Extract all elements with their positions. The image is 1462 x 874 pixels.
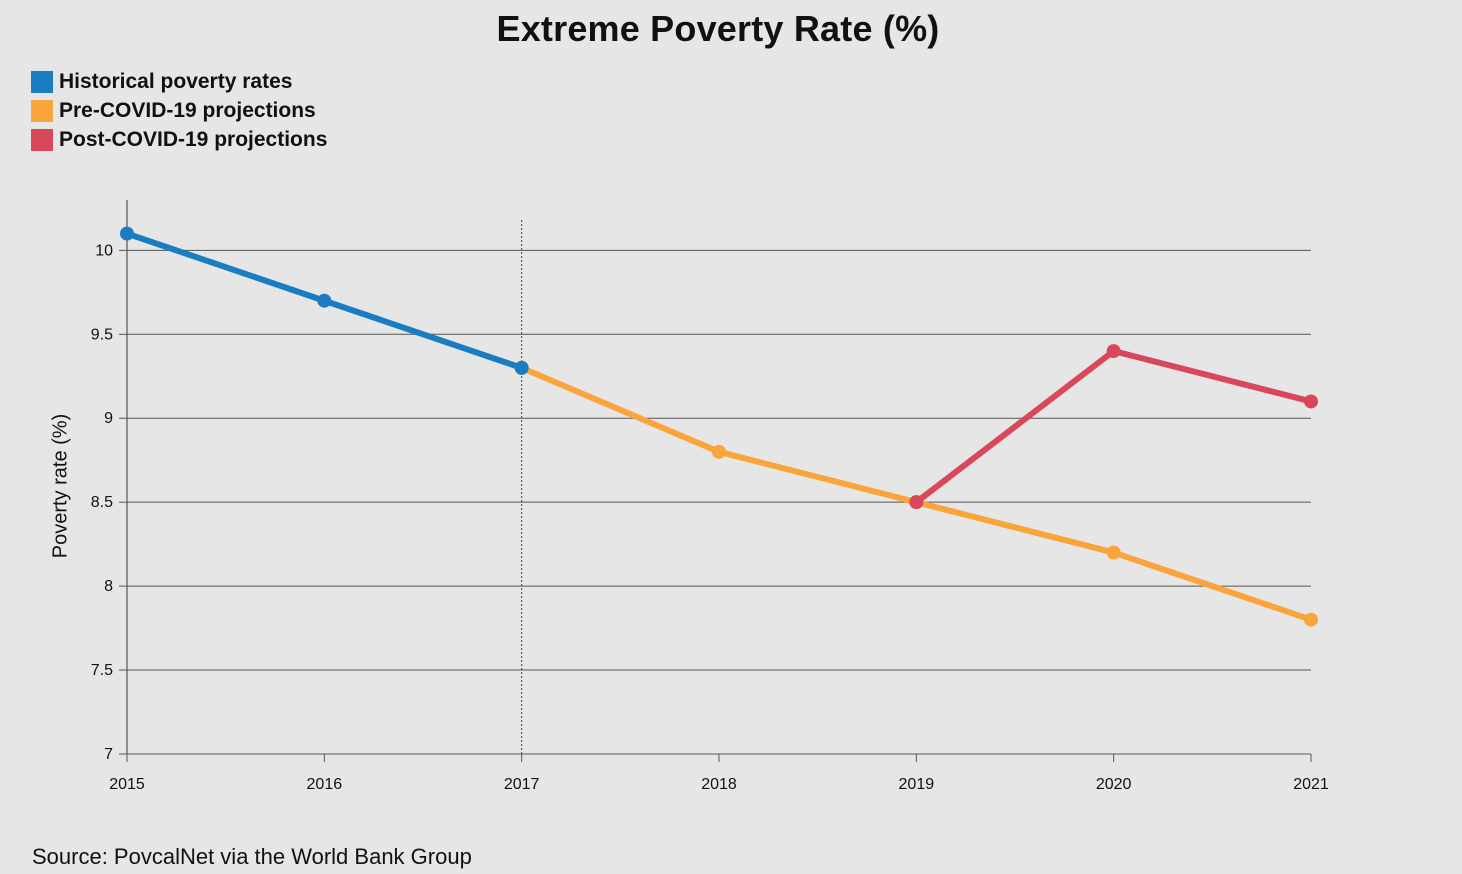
y-tick-label: 8 xyxy=(104,578,113,595)
x-tick-label: 2021 xyxy=(1293,776,1329,793)
data-point-historical xyxy=(317,293,332,308)
source-note: Source: PovcalNet via the World Bank Gro… xyxy=(32,844,472,869)
x-tick-label: 2016 xyxy=(307,776,343,793)
y-tick-label: 8.5 xyxy=(91,494,113,511)
legend-label-historical: Historical poverty rates xyxy=(59,69,293,93)
legend-label-pre-covid: Pre-COVID-19 projections xyxy=(59,98,316,122)
y-tick-label: 9.5 xyxy=(91,326,113,343)
y-tick-label: 9 xyxy=(104,410,113,427)
x-tick-label: 2017 xyxy=(504,776,540,793)
chart-title: Extreme Poverty Rate (%) xyxy=(496,8,940,49)
x-tick-label: 2015 xyxy=(109,776,145,793)
series-line-pre-covid xyxy=(518,364,1314,623)
data-point-historical xyxy=(120,226,134,241)
y-tick-label: 10 xyxy=(95,242,113,259)
x-tick-label: 2018 xyxy=(701,776,737,793)
legend-swatch-historical xyxy=(31,70,53,93)
data-point-post-covid xyxy=(1106,344,1121,359)
legend-label-post-covid: Post-COVID-19 projections xyxy=(59,127,328,151)
y-tick-label: 7.5 xyxy=(91,662,113,679)
data-point-historical xyxy=(514,360,529,375)
data-point-pre-covid xyxy=(1304,612,1318,627)
legend-swatch-pre-covid xyxy=(31,99,53,122)
data-point-post-covid xyxy=(909,495,924,510)
legend-swatch-post-covid xyxy=(31,128,53,151)
data-point-post-covid xyxy=(1304,394,1318,409)
x-tick-label: 2020 xyxy=(1096,776,1132,793)
y-tick-label: 7 xyxy=(104,746,113,763)
legend-item-pre-covid: Pre-COVID-19 projections xyxy=(31,96,327,125)
series-line-post-covid xyxy=(913,348,1314,506)
legend-item-historical: Historical poverty rates xyxy=(31,67,327,96)
legend-item-post-covid: Post-COVID-19 projections xyxy=(31,125,327,154)
data-point-pre-covid xyxy=(712,444,726,459)
x-tick-label: 2019 xyxy=(899,776,935,793)
data-point-pre-covid xyxy=(1106,545,1121,560)
legend: Historical poverty rates Pre-COVID-19 pr… xyxy=(31,67,327,154)
y-axis-label: Poverty rate (%) xyxy=(49,413,72,559)
